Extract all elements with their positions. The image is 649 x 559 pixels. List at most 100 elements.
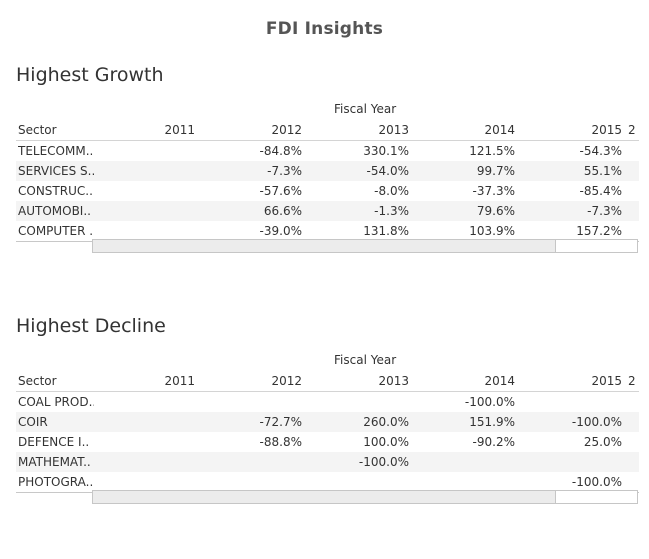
sector-cell[interactable]: COIR bbox=[18, 415, 48, 429]
value-cell[interactable] bbox=[111, 392, 195, 412]
sector-cell[interactable]: AUTOMOBI.. bbox=[18, 204, 91, 218]
value-cell[interactable] bbox=[324, 472, 409, 492]
value-cell[interactable]: -100.0% bbox=[464, 395, 515, 409]
value-cell[interactable]: 260.0% bbox=[363, 415, 409, 429]
value-cell[interactable] bbox=[628, 452, 638, 472]
value-cell[interactable]: -8.0% bbox=[374, 184, 409, 198]
sector-cell[interactable]: DEFENCE I.. bbox=[18, 435, 90, 449]
value-cell[interactable]: 25.0% bbox=[583, 435, 622, 449]
value-cell[interactable]: -85.4% bbox=[579, 184, 622, 198]
value-cell[interactable]: -1.3% bbox=[374, 204, 409, 218]
table-row[interactable]: COIR -72.7% 260.0% 151.9% -100.0% bbox=[16, 412, 639, 432]
value-cell[interactable] bbox=[628, 201, 638, 221]
value-cell[interactable] bbox=[218, 472, 302, 492]
value-cell[interactable] bbox=[111, 452, 195, 472]
column-header-2015[interactable]: 2015 bbox=[591, 123, 622, 137]
column-header-2011[interactable]: 2011 bbox=[164, 374, 195, 388]
sector-cell[interactable]: MATHEMAT.. bbox=[18, 455, 91, 469]
table-row[interactable]: TELECOMM.. -84.8% 330.1% 121.5% -54.3% bbox=[16, 141, 639, 161]
column-header-sector[interactable]: Sector bbox=[18, 123, 57, 137]
column-header-sector[interactable]: Sector bbox=[18, 374, 57, 388]
value-cell[interactable] bbox=[111, 141, 195, 161]
value-cell[interactable]: -100.0% bbox=[571, 475, 622, 489]
value-cell[interactable]: -7.3% bbox=[587, 204, 622, 218]
sector-cell[interactable]: COMPUTER .. bbox=[18, 224, 94, 238]
value-cell[interactable] bbox=[628, 472, 638, 492]
value-cell[interactable]: -90.2% bbox=[472, 435, 515, 449]
column-header-2012[interactable]: 2012 bbox=[271, 374, 302, 388]
value-cell[interactable] bbox=[538, 392, 622, 412]
decline-table: Sector 2011 2012 2013 2014 2015 2 COAL P… bbox=[16, 371, 639, 493]
value-cell[interactable] bbox=[628, 161, 638, 181]
column-header-2014[interactable]: 2014 bbox=[484, 123, 515, 137]
column-header-2011[interactable]: 2011 bbox=[164, 123, 195, 137]
value-cell[interactable]: -37.3% bbox=[472, 184, 515, 198]
table-row[interactable]: COMPUTER .. -39.0% 131.8% 103.9% 157.2% bbox=[16, 221, 639, 241]
value-cell[interactable] bbox=[430, 472, 515, 492]
sector-cell[interactable]: PHOTOGRA.. bbox=[18, 475, 94, 489]
value-cell[interactable] bbox=[430, 452, 515, 472]
value-cell[interactable] bbox=[111, 412, 195, 432]
table-row[interactable]: COAL PROD.. -100.0% bbox=[16, 392, 639, 412]
value-cell[interactable]: 103.9% bbox=[469, 224, 515, 238]
value-cell[interactable]: 66.6% bbox=[263, 204, 302, 218]
column-header-2013[interactable]: 2013 bbox=[378, 123, 409, 137]
value-cell[interactable] bbox=[628, 221, 638, 241]
table-row[interactable]: MATHEMAT.. -100.0% bbox=[16, 452, 639, 472]
value-cell[interactable]: -100.0% bbox=[358, 455, 409, 469]
value-cell[interactable]: -39.0% bbox=[259, 224, 302, 238]
value-cell[interactable]: 121.5% bbox=[469, 144, 515, 158]
sector-cell[interactable]: COAL PROD.. bbox=[18, 395, 94, 409]
value-cell[interactable]: 330.1% bbox=[363, 144, 409, 158]
value-cell[interactable]: -54.3% bbox=[579, 144, 622, 158]
column-header-2014[interactable]: 2014 bbox=[484, 374, 515, 388]
value-cell[interactable] bbox=[218, 392, 302, 412]
value-cell[interactable]: 100.0% bbox=[363, 435, 409, 449]
value-cell[interactable]: 157.2% bbox=[576, 224, 622, 238]
scrollbar-thumb[interactable] bbox=[93, 491, 556, 503]
column-header-2015[interactable]: 2015 bbox=[591, 374, 622, 388]
sector-cell[interactable]: TELECOMM.. bbox=[18, 144, 94, 158]
section-title: Highest Decline bbox=[16, 315, 166, 337]
value-cell[interactable] bbox=[628, 412, 638, 432]
column-header-truncated[interactable]: 2 bbox=[628, 123, 636, 137]
column-header-truncated[interactable]: 2 bbox=[628, 374, 636, 388]
value-cell[interactable]: -57.6% bbox=[259, 184, 302, 198]
value-cell[interactable] bbox=[538, 452, 622, 472]
value-cell[interactable] bbox=[111, 432, 195, 452]
value-cell[interactable] bbox=[111, 161, 195, 181]
value-cell[interactable] bbox=[324, 392, 409, 412]
horizontal-scrollbar[interactable] bbox=[92, 490, 638, 504]
value-cell[interactable]: -54.0% bbox=[366, 164, 409, 178]
table-row[interactable]: PHOTOGRA.. -100.0% bbox=[16, 472, 639, 492]
horizontal-scrollbar[interactable] bbox=[92, 239, 638, 253]
table-row[interactable]: AUTOMOBI.. 66.6% -1.3% 79.6% -7.3% bbox=[16, 201, 639, 221]
value-cell[interactable]: -72.7% bbox=[259, 415, 302, 429]
value-cell[interactable] bbox=[111, 181, 195, 201]
sector-cell[interactable]: CONSTRUC.. bbox=[18, 184, 93, 198]
table-row[interactable]: CONSTRUC.. -57.6% -8.0% -37.3% -85.4% bbox=[16, 181, 639, 201]
scrollbar-thumb[interactable] bbox=[93, 240, 556, 252]
value-cell[interactable]: -88.8% bbox=[259, 435, 302, 449]
table-row[interactable]: SERVICES S.. -7.3% -54.0% 99.7% 55.1% bbox=[16, 161, 639, 181]
value-cell[interactable]: -84.8% bbox=[259, 144, 302, 158]
value-cell[interactable]: -7.3% bbox=[267, 164, 302, 178]
value-cell[interactable] bbox=[628, 181, 638, 201]
value-cell[interactable] bbox=[628, 392, 638, 412]
value-cell[interactable]: 55.1% bbox=[583, 164, 622, 178]
value-cell[interactable]: -100.0% bbox=[571, 415, 622, 429]
value-cell[interactable]: 79.6% bbox=[476, 204, 515, 218]
value-cell[interactable]: 151.9% bbox=[469, 415, 515, 429]
value-cell[interactable] bbox=[111, 201, 195, 221]
value-cell[interactable] bbox=[111, 472, 195, 492]
value-cell[interactable] bbox=[218, 452, 302, 472]
value-cell[interactable]: 131.8% bbox=[363, 224, 409, 238]
column-header-2012[interactable]: 2012 bbox=[271, 123, 302, 137]
value-cell[interactable]: 99.7% bbox=[476, 164, 515, 178]
value-cell[interactable] bbox=[628, 432, 638, 452]
table-row[interactable]: DEFENCE I.. -88.8% 100.0% -90.2% 25.0% bbox=[16, 432, 639, 452]
sector-cell[interactable]: SERVICES S.. bbox=[18, 164, 94, 178]
value-cell[interactable] bbox=[111, 221, 195, 241]
value-cell[interactable] bbox=[628, 141, 638, 161]
column-header-2013[interactable]: 2013 bbox=[378, 374, 409, 388]
